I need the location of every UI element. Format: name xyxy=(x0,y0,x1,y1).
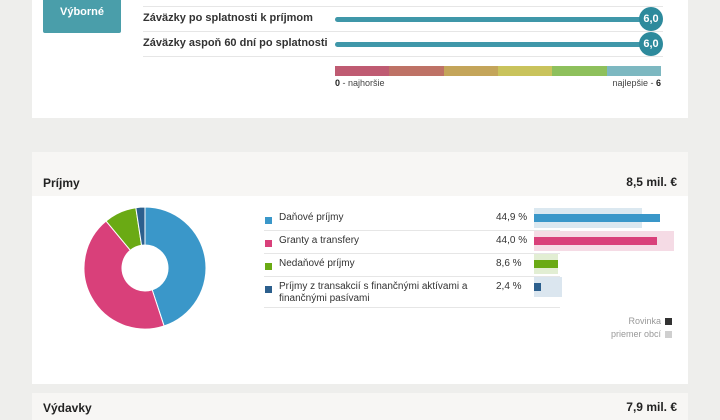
divider xyxy=(143,56,663,57)
legend-label: Nedaňové príjmy xyxy=(279,258,355,269)
rating-label: Záväzky aspoň 60 dní po splatnosti xyxy=(143,37,328,49)
divider xyxy=(264,230,560,231)
scale-segment xyxy=(606,66,661,76)
rating-bar xyxy=(335,42,643,47)
divider xyxy=(143,6,663,7)
legend-percent: 44,0 % xyxy=(496,235,528,246)
rating-value-badge: 6,0 xyxy=(639,7,663,31)
legend-label: Granty a transfery xyxy=(279,235,360,246)
rating-label: Záväzky po splatnosti k príjmom xyxy=(143,12,313,24)
donut-slice[interactable] xyxy=(144,206,207,327)
income-card: Príjmy 8,5 mil. € Daňové príjmy 44,9 % G… xyxy=(32,152,688,384)
legend-percent: 2,4 % xyxy=(496,281,522,292)
scale-segment xyxy=(335,66,390,76)
income-header[interactable]: Príjmy 8,5 mil. € xyxy=(32,152,688,196)
divider xyxy=(264,253,560,254)
rating-row: Záväzky aspoň 60 dní po splatnosti 6,0 xyxy=(143,31,663,56)
scale-segment xyxy=(389,66,444,76)
ratings-card: Výborné Záväzky po splatnosti k príjmom … xyxy=(32,0,688,118)
legend-swatch xyxy=(265,217,272,224)
scale-max-label: najlepšie - 6 xyxy=(612,78,661,88)
section-total: 7,9 mil. € xyxy=(626,400,677,414)
rating-row: Záväzky po splatnosti k príjmom 6,0 xyxy=(143,6,663,31)
average-bar xyxy=(534,277,562,297)
legend-swatch xyxy=(265,263,272,270)
legend-note-municipality: Rovinka xyxy=(628,316,672,326)
value-bar xyxy=(534,214,660,222)
expenses-header[interactable]: Výdavky 7,9 mil. € xyxy=(32,393,688,420)
scale-min-label: 0 - najhoršie xyxy=(335,78,385,88)
rating-bar xyxy=(335,17,643,22)
section-total: 8,5 mil. € xyxy=(626,175,677,189)
legend-percent: 8,6 % xyxy=(496,258,522,269)
income-donut-chart xyxy=(83,206,207,330)
donut-slice[interactable] xyxy=(135,206,146,246)
legend-note-average: priemer obcí xyxy=(611,329,672,339)
legend-percent: 44,9 % xyxy=(496,212,528,223)
value-bar xyxy=(534,283,541,291)
legend-swatch xyxy=(265,240,272,247)
divider xyxy=(264,307,560,308)
donut-slice[interactable] xyxy=(83,220,165,330)
expenses-card: Výdavky 7,9 mil. € xyxy=(32,393,688,420)
legend-label: Daňové príjmy xyxy=(279,212,344,223)
scale-segment xyxy=(497,66,553,76)
rating-scale xyxy=(335,66,661,76)
scale-segment xyxy=(443,66,498,76)
rating-badge-button[interactable]: Výborné xyxy=(43,0,121,33)
legend-swatch xyxy=(265,286,272,293)
value-bar xyxy=(534,260,559,268)
value-bar xyxy=(534,237,658,245)
scale-segment xyxy=(552,66,607,76)
divider xyxy=(264,276,560,277)
section-title: Výdavky xyxy=(43,401,92,415)
rating-value-badge: 6,0 xyxy=(639,32,663,56)
legend-label: Príjmy z transakcií s finančnými aktívam… xyxy=(279,281,468,304)
divider xyxy=(143,31,663,32)
section-title: Príjmy xyxy=(43,176,80,190)
